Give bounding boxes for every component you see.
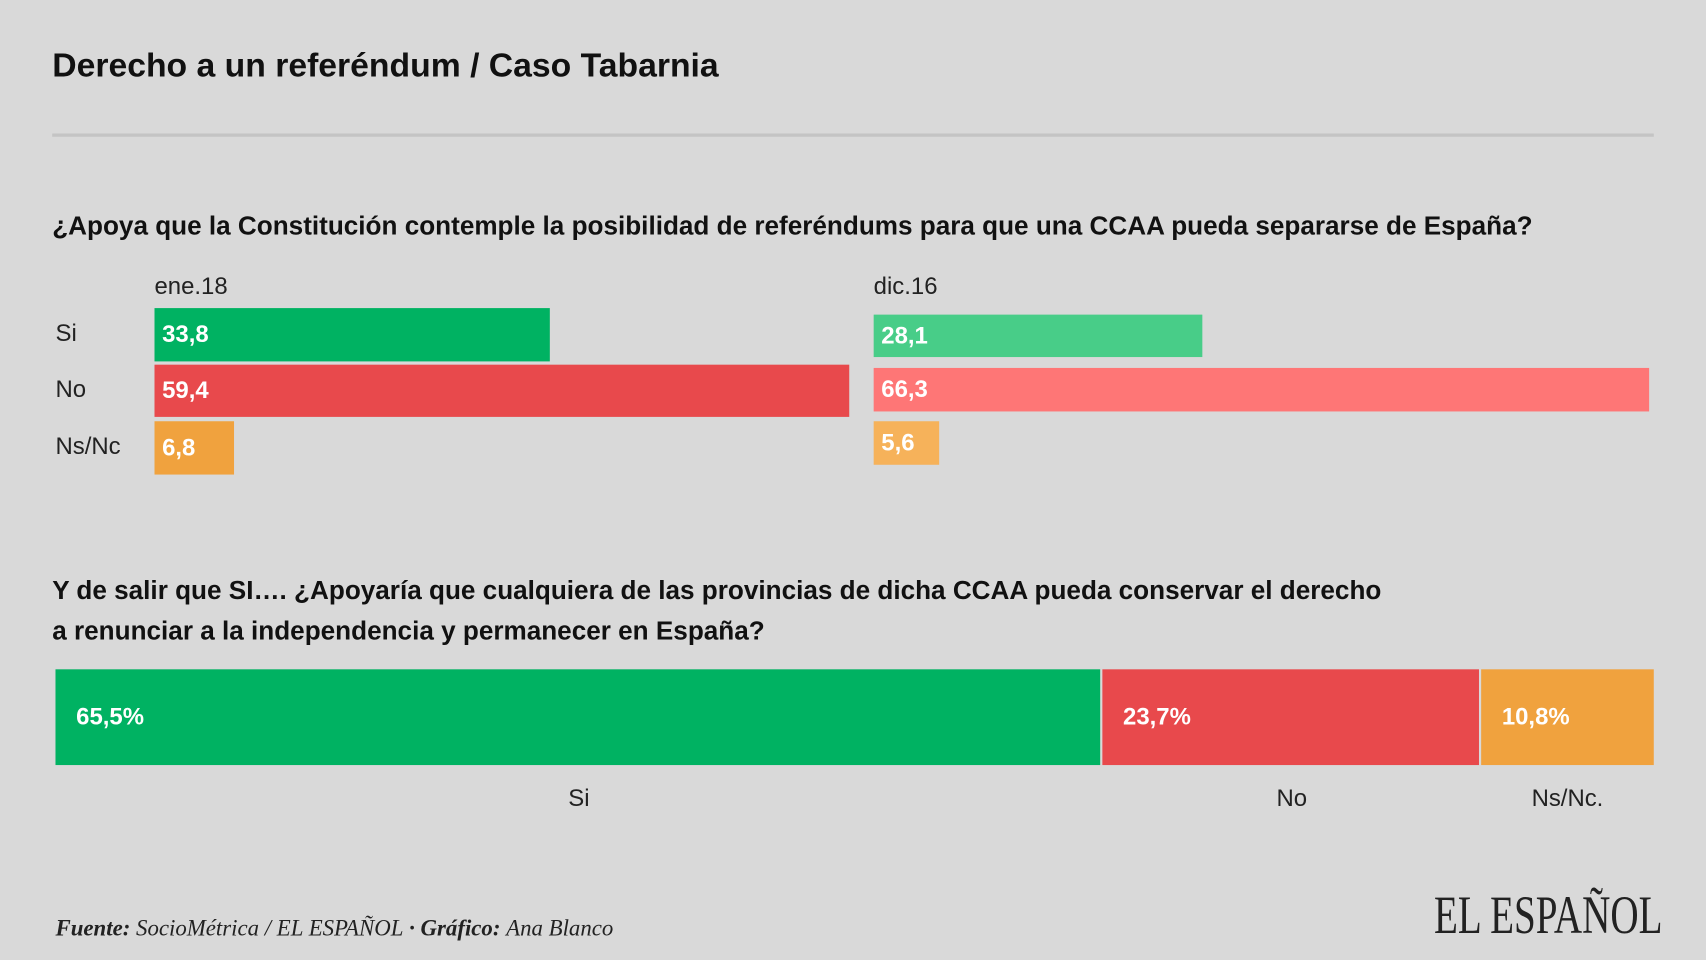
category-label: Ns/Nc. (1532, 785, 1604, 812)
bar-segment (55, 669, 1101, 766)
source: Fuente: SocioMétrica / EL ESPAÑOL · Gráf… (54, 915, 613, 941)
question-line: Y de salir que SI…. ¿Apoyaría que cualqu… (52, 575, 1381, 605)
logo: EL ESPAÑOL (1434, 885, 1662, 945)
value-label: 28,1 (881, 322, 928, 349)
value-label: 5,6 (881, 429, 914, 456)
category-label: No (55, 376, 86, 403)
bar-segment (1481, 669, 1654, 766)
value-label: 66,3 (881, 376, 928, 403)
bar-segment (1102, 669, 1479, 766)
value-label: 33,8 (162, 321, 209, 348)
source-label: Fuente: (54, 916, 130, 941)
bar (873, 421, 940, 465)
question-line: a renunciar a la independencia y permane… (52, 615, 765, 645)
category-label: Ns/Nc (55, 433, 120, 460)
value-label: 23,7% (1123, 704, 1191, 731)
bar (873, 367, 1650, 412)
series-label: dic.16 (874, 273, 938, 300)
question: Y de salir que SI…. ¿Apoyaría que cualqu… (52, 575, 1381, 645)
page-title: Derecho a un referéndum / Caso Tabarnia (52, 47, 719, 85)
series-label: ene.18 (154, 273, 227, 300)
bar (154, 308, 550, 362)
value-label: 10,8% (1502, 704, 1570, 731)
bar (873, 314, 1203, 358)
value-label: 6,8 (162, 434, 195, 461)
bar (154, 364, 850, 417)
bar (154, 421, 235, 475)
category-label: Si (568, 785, 589, 812)
value-label: 59,4 (162, 377, 209, 404)
source-text: SocioMétrica / EL ESPAÑOL (136, 915, 403, 941)
value-label: 65,5% (76, 704, 144, 731)
credit: Ana Blanco (504, 916, 613, 941)
category-label: No (1276, 785, 1307, 812)
question: ¿Apoya que la Constitución contemple la … (52, 210, 1532, 240)
category-label: Si (55, 320, 76, 347)
credit-label: · Gráfico: (409, 916, 500, 941)
